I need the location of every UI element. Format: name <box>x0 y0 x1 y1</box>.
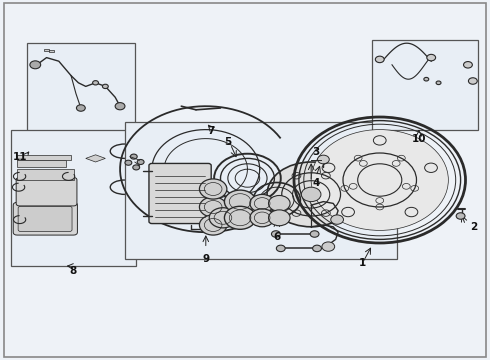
Text: 7: 7 <box>207 126 215 136</box>
Text: 3: 3 <box>313 147 319 157</box>
Bar <box>11 130 136 266</box>
FancyBboxPatch shape <box>18 206 72 231</box>
Circle shape <box>133 165 140 170</box>
Bar <box>17 160 66 167</box>
Circle shape <box>224 190 256 213</box>
Circle shape <box>311 130 448 230</box>
Circle shape <box>271 231 280 237</box>
Circle shape <box>102 84 108 89</box>
Circle shape <box>456 213 465 219</box>
Circle shape <box>199 215 227 235</box>
Circle shape <box>276 245 285 252</box>
Bar <box>17 155 71 160</box>
Circle shape <box>269 210 290 226</box>
Circle shape <box>436 81 441 85</box>
FancyBboxPatch shape <box>149 163 211 224</box>
Circle shape <box>250 209 274 227</box>
Bar <box>44 49 49 51</box>
Text: 4: 4 <box>312 178 320 188</box>
Bar <box>27 43 135 151</box>
Text: 11: 11 <box>12 152 27 162</box>
Text: 9: 9 <box>202 254 209 264</box>
Bar <box>17 169 74 180</box>
Circle shape <box>301 187 321 202</box>
Circle shape <box>199 179 227 199</box>
Circle shape <box>76 105 85 111</box>
Polygon shape <box>86 155 105 162</box>
Text: 1: 1 <box>359 258 366 268</box>
Circle shape <box>427 54 436 61</box>
Bar <box>372 40 478 130</box>
Circle shape <box>310 231 319 237</box>
Circle shape <box>30 61 41 69</box>
Text: 6: 6 <box>273 232 280 242</box>
Circle shape <box>269 195 290 211</box>
Text: 8: 8 <box>69 266 76 276</box>
Circle shape <box>209 208 237 228</box>
Circle shape <box>130 154 137 159</box>
Circle shape <box>267 162 355 227</box>
Bar <box>49 50 54 52</box>
FancyBboxPatch shape <box>16 177 77 206</box>
Circle shape <box>125 160 132 165</box>
Circle shape <box>318 155 329 164</box>
Circle shape <box>115 103 125 110</box>
Circle shape <box>93 81 98 85</box>
Text: 2: 2 <box>470 222 478 232</box>
Circle shape <box>468 78 477 84</box>
Circle shape <box>464 62 472 68</box>
Circle shape <box>250 194 274 212</box>
Circle shape <box>199 197 227 217</box>
FancyBboxPatch shape <box>13 202 77 235</box>
Circle shape <box>322 242 335 251</box>
Circle shape <box>375 56 384 63</box>
Circle shape <box>331 215 343 224</box>
Circle shape <box>424 77 429 81</box>
Circle shape <box>313 245 321 252</box>
Circle shape <box>224 206 256 229</box>
Circle shape <box>137 159 144 165</box>
Bar <box>125 122 397 259</box>
Text: 10: 10 <box>412 134 426 144</box>
Text: 5: 5 <box>224 137 231 147</box>
